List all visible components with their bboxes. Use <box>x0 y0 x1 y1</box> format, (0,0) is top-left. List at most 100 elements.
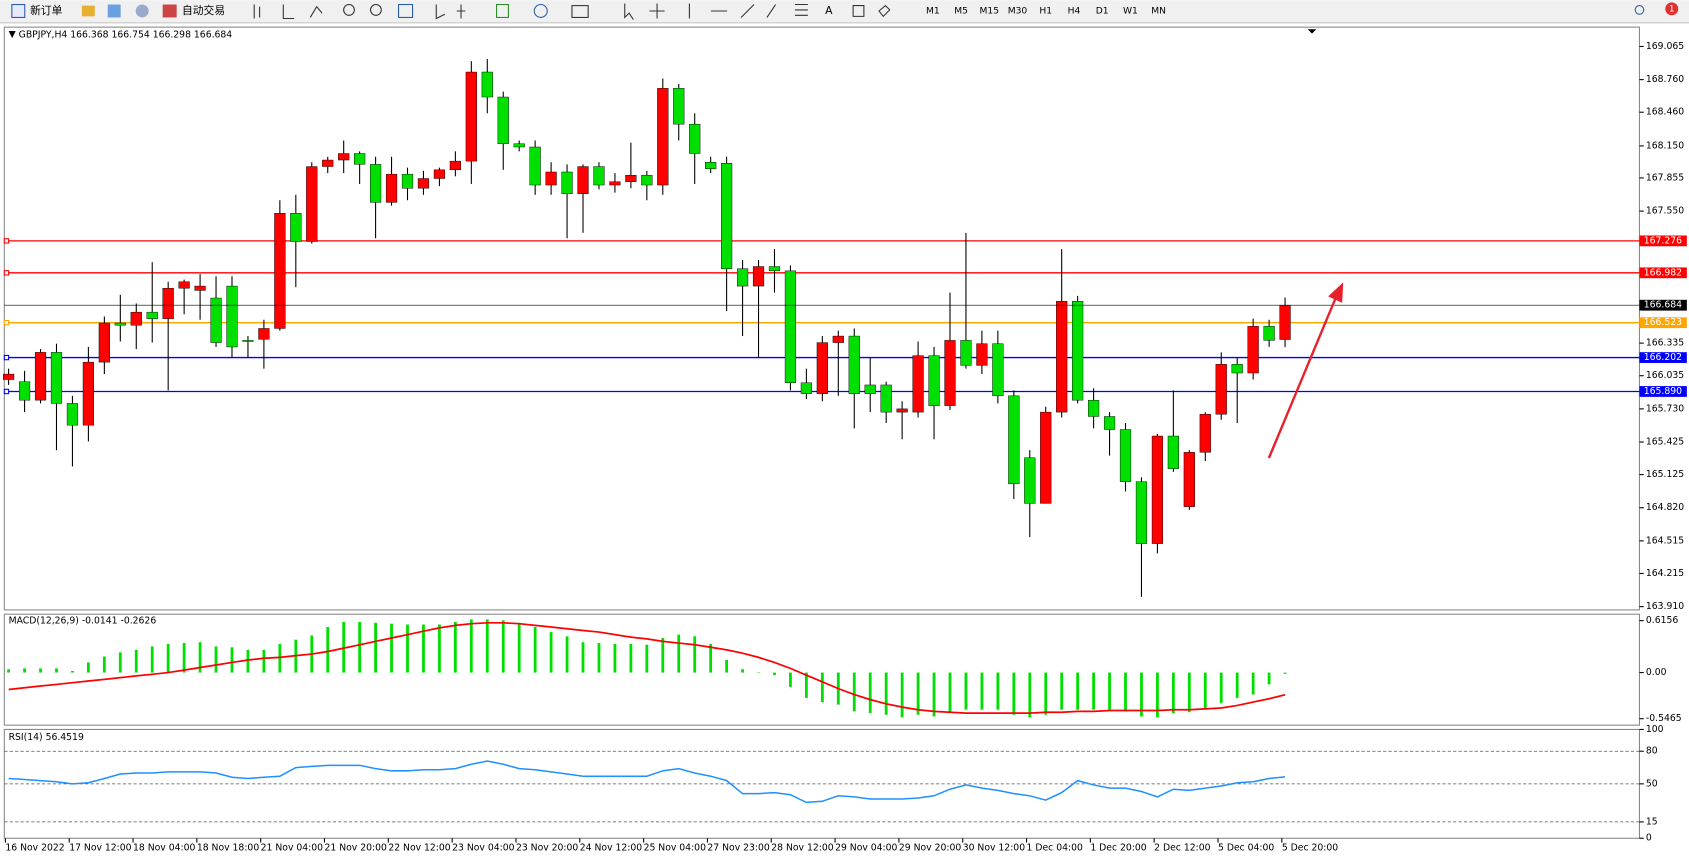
candle-body <box>880 384 892 413</box>
toolbar-icon[interactable] <box>81 5 95 17</box>
candle-body <box>481 71 493 98</box>
new-order-icon[interactable] <box>11 3 26 18</box>
chart-header: ▼ GBPJPY,H4 166.368 166.754 166.298 166.… <box>9 29 233 40</box>
toolbar-icon[interactable] <box>107 4 121 18</box>
level-tag <box>1639 386 1687 397</box>
candle-body <box>673 88 685 125</box>
toolbar: 新订单 自动交易 A <box>0 0 1689 24</box>
x-tick-label: 5 Dec 04:00 <box>1218 842 1274 853</box>
timeframe-bar: M1 M5 M15 M30 H1 H4 D1 W1 MN <box>926 6 1166 16</box>
candle-body <box>561 171 573 194</box>
macd-bar <box>1156 672 1159 718</box>
y-tick-label: 165.125 <box>1646 469 1684 480</box>
level-handle <box>3 238 10 244</box>
timeframe-button[interactable]: MN <box>1151 6 1166 16</box>
timeframe-button[interactable]: H1 <box>1039 6 1052 16</box>
macd-bar <box>134 649 138 673</box>
y-tick-label: 164.215 <box>1646 568 1684 579</box>
macd-bar <box>1076 672 1080 710</box>
timeframe-button[interactable]: M5 <box>954 6 968 16</box>
macd-bar <box>1235 672 1239 698</box>
chart-type-icons[interactable] <box>253 4 323 20</box>
y-tick-label: 15 <box>1646 816 1658 827</box>
candle-body <box>1247 326 1259 374</box>
macd-bar <box>645 644 649 673</box>
macd-bar <box>198 642 202 673</box>
search-icon[interactable] <box>1634 5 1645 15</box>
candle-body <box>66 403 79 426</box>
macd-bar <box>964 672 968 710</box>
templates[interactable] <box>571 5 589 18</box>
macd-bar <box>533 627 537 673</box>
macd-bar <box>980 672 984 710</box>
candle-body <box>465 71 477 162</box>
candle-body <box>1215 364 1227 415</box>
macd-bar <box>55 668 58 673</box>
macd-bar <box>565 636 569 673</box>
timeframe-button[interactable]: W1 <box>1123 6 1138 16</box>
tile-windows[interactable] <box>398 3 414 18</box>
macd-bar <box>852 672 856 712</box>
candle-body <box>1135 481 1148 544</box>
timeframe-button[interactable]: D1 <box>1096 6 1109 16</box>
drawing-tools[interactable] <box>624 3 865 20</box>
toolbar-bg <box>0 0 1689 23</box>
chart-tools <box>253 3 891 20</box>
timeframe-button[interactable]: H4 <box>1068 6 1081 16</box>
candle-body <box>864 384 876 394</box>
timeframe-button[interactable]: M15 <box>980 6 1000 16</box>
macd-bar <box>230 647 234 673</box>
candle-body <box>82 361 94 426</box>
shapes[interactable] <box>878 4 891 18</box>
text-tool-icon[interactable]: A <box>825 4 833 17</box>
candle-body <box>800 382 812 394</box>
macd-bar <box>773 672 776 676</box>
x-tick-label: 21 Nov 04:00 <box>261 842 323 853</box>
x-tick-label: 2 Dec 12:00 <box>1154 842 1210 853</box>
candle-body <box>50 352 63 404</box>
macd-bar <box>661 637 665 673</box>
zoom-out[interactable] <box>370 3 382 16</box>
x-tick-label: 29 Nov 04:00 <box>835 842 897 853</box>
auto-trading-icon[interactable] <box>162 4 177 18</box>
macd-bar <box>549 632 553 673</box>
macd-bar <box>789 672 792 687</box>
y-tick-label: 168.460 <box>1646 107 1684 118</box>
candle-body <box>1087 399 1100 417</box>
candle-body <box>98 322 110 363</box>
candle-body <box>513 143 525 148</box>
candle-body <box>226 285 238 348</box>
new-order-button[interactable]: 新订单 <box>30 4 63 17</box>
candle-body <box>130 311 142 326</box>
candle-body <box>784 270 797 384</box>
candle-body <box>1056 301 1068 413</box>
notification-badge[interactable] <box>1665 2 1679 16</box>
macd-bar <box>629 643 633 673</box>
macd-bar <box>868 672 872 714</box>
candle-body <box>1024 457 1036 504</box>
price-tag <box>1639 299 1687 311</box>
candle-body <box>545 171 557 186</box>
macd-bar <box>150 646 154 673</box>
y-tick-label: 165.425 <box>1646 437 1684 448</box>
macd-bar <box>23 668 26 673</box>
periods[interactable] <box>533 3 548 18</box>
candle-body <box>1119 429 1132 482</box>
macd-title: MACD(12,26,9) <box>9 615 79 626</box>
zoom-in[interactable] <box>343 3 355 16</box>
macd-bar <box>1203 672 1207 709</box>
x-tick-label: 28 Nov 12:00 <box>771 842 833 853</box>
auto-trading-button[interactable]: 自动交易 <box>182 4 225 17</box>
candle-body <box>593 166 605 186</box>
macd-bar <box>39 668 42 673</box>
candle-body <box>736 268 749 287</box>
indicators[interactable] <box>496 3 509 18</box>
x-tick-label: 18 Nov 18:00 <box>197 842 259 853</box>
x-tick-label: 18 Nov 04:00 <box>133 842 195 853</box>
toolbar-icon[interactable] <box>135 4 149 18</box>
timeframe-button[interactable]: M30 <box>1008 6 1028 16</box>
timeframe-button[interactable]: M1 <box>926 6 940 16</box>
last-open: 166.368 <box>70 29 108 40</box>
macd-bar <box>1187 672 1191 713</box>
scroll-icons[interactable] <box>435 4 466 20</box>
